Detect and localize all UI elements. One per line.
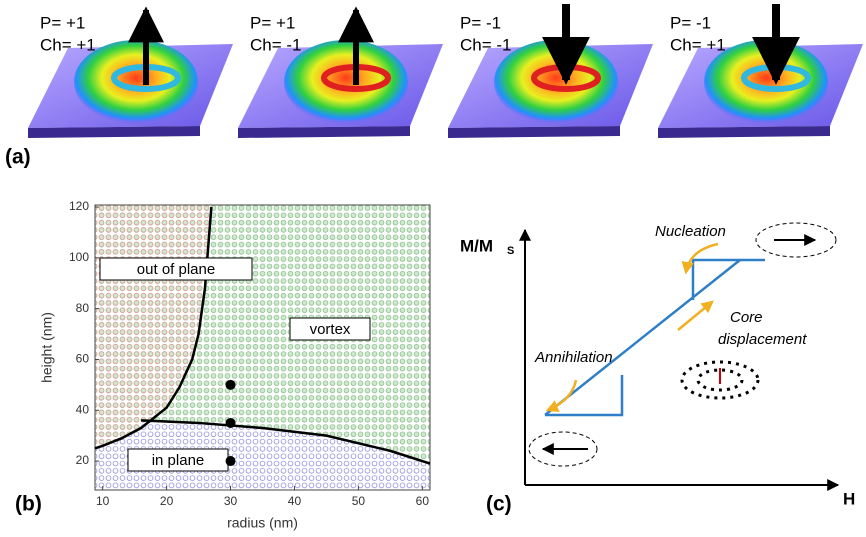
x-axis-label: radius (nm): [227, 515, 298, 531]
point: [226, 418, 236, 428]
figure: (a) (b) (c) M/M S H Nucleation Annihilat…: [0, 0, 866, 537]
x-axis-label: H: [843, 489, 855, 508]
panel-label: (c): [486, 493, 512, 516]
annotation: Annihilation: [534, 349, 613, 366]
annotation: out of plane: [137, 261, 215, 278]
polarity-label: P= +1: [250, 13, 295, 32]
y-tick-label: 100: [69, 250, 89, 264]
annotation: in plane: [152, 452, 205, 469]
chirality-label: Ch= -1: [460, 35, 512, 54]
surface-edge: [448, 126, 620, 138]
polarity-label: P= -1: [460, 13, 501, 32]
panel-label: (a): [5, 146, 31, 169]
x-tick-label: 10: [96, 494, 110, 508]
surface-edge: [238, 126, 410, 138]
point: [226, 380, 236, 390]
y-axis-label: M/M: [460, 236, 493, 255]
y-tick-label: 40: [76, 402, 90, 416]
x-tick-label: 60: [416, 494, 430, 508]
point: [226, 456, 236, 466]
x-tick-label: 50: [352, 494, 366, 508]
chirality-label: Ch= +1: [670, 35, 726, 54]
surface-edge: [658, 126, 830, 138]
y-axis-subscript: S: [507, 245, 514, 257]
y-tick-label: 20: [76, 453, 90, 467]
surface-edge: [28, 126, 200, 138]
polarity-label: P= +1: [40, 13, 85, 32]
annotation: Nucleation: [655, 223, 726, 240]
panel-label: (b): [15, 493, 42, 516]
y-tick-label: 120: [69, 199, 89, 213]
x-tick-label: 20: [160, 494, 174, 508]
annotation: displacement: [718, 331, 807, 348]
y-tick-label: 80: [76, 301, 90, 315]
polarity-label: P= -1: [670, 13, 711, 32]
annotation: vortex: [310, 321, 351, 338]
annotation: Core: [730, 309, 763, 326]
y-tick-label: 60: [76, 352, 90, 366]
y-axis-label: height (nm): [39, 312, 55, 383]
x-tick-label: 40: [288, 494, 302, 508]
chirality-label: Ch= -1: [250, 35, 302, 54]
x-tick-label: 30: [224, 494, 238, 508]
chirality-label: Ch= +1: [40, 35, 96, 54]
